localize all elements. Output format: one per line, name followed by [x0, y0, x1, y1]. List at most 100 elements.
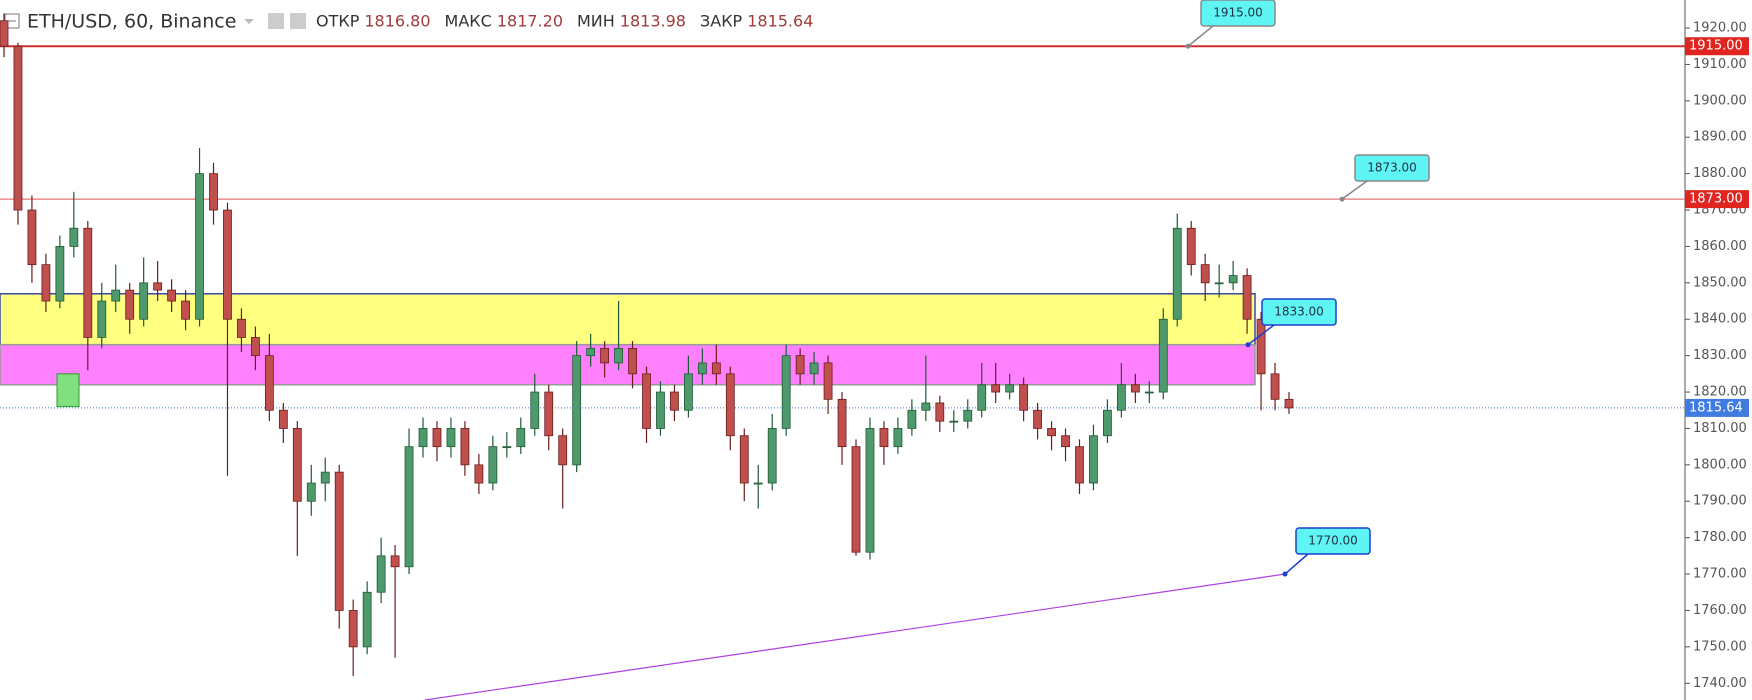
y-tick-label: 1910.00: [1693, 57, 1747, 72]
y-tick-label: 1790.00: [1693, 494, 1747, 509]
candle-body: [502, 446, 512, 449]
candle-body: [1284, 398, 1294, 409]
y-tick-label: 1810.00: [1693, 421, 1747, 436]
candle-body: [362, 591, 372, 648]
candle-body: [697, 362, 707, 375]
candle-body: [1075, 446, 1084, 484]
candle-body: [530, 391, 540, 429]
candle-body: [516, 428, 526, 448]
candle-body: [348, 610, 358, 648]
candle-body: [1186, 227, 1196, 266]
trend-callout-pointer: [1284, 553, 1309, 575]
y-tick-label: 1920.00: [1693, 21, 1747, 36]
candle-body: [739, 435, 749, 484]
candle-body: [41, 264, 51, 302]
ohlc-header: ОТКР 1816.80 МАКС 1817.20 МИН 1813.98 ЗАКР 1815…: [316, 12, 813, 31]
candle-body: [1047, 428, 1056, 437]
level-callout-pointer: [1341, 180, 1368, 200]
candle-body: [544, 391, 554, 437]
candle-body: [823, 362, 833, 400]
candle-body: [446, 428, 456, 448]
candle-body: [711, 362, 721, 375]
candle-body: [1019, 384, 1029, 411]
candle-body: [670, 391, 679, 411]
settings-icon[interactable]: [268, 13, 284, 29]
candle-body: [1103, 409, 1112, 437]
candle-body: [97, 300, 107, 338]
candle-body: [0, 20, 9, 47]
candle-body: [195, 173, 204, 320]
level-callout-box[interactable]: [1200, 0, 1276, 27]
candle-body: [642, 373, 651, 429]
y-tick-label: 1860.00: [1693, 239, 1747, 254]
candle-body: [781, 355, 791, 429]
candle-body: [209, 173, 218, 211]
candle-body: [69, 227, 79, 247]
candle-body: [320, 471, 330, 484]
candle-body: [237, 318, 246, 338]
candle-body: [837, 398, 847, 448]
candle-body: [474, 464, 484, 484]
candle-body: [558, 435, 568, 466]
dropdown-arrow[interactable]: [244, 19, 254, 24]
candle-body: [851, 446, 861, 553]
zone-callout-box[interactable]: [1261, 298, 1337, 326]
candle-body: [1242, 275, 1252, 320]
trendline: [424, 573, 1286, 700]
candle-body: [600, 347, 609, 364]
level-badge: [1685, 190, 1749, 209]
level-callout-label: 1873.00: [1367, 161, 1417, 175]
y-tick-label: 1800.00: [1693, 457, 1747, 472]
y-tick-label: 1760.00: [1693, 603, 1747, 618]
candle-body: [1116, 384, 1126, 411]
zone: [0, 343, 1256, 386]
y-tick-label: 1780.00: [1693, 530, 1747, 545]
symbol-title[interactable]: ETH/USD, 60, Binance: [27, 11, 236, 33]
y-tick-label: 1820.00: [1693, 385, 1747, 400]
y-tick-label: 1850.00: [1693, 275, 1747, 290]
gear-icon[interactable]: [290, 13, 306, 29]
y-tick-label: 1900.00: [1693, 93, 1747, 108]
candle-body: [809, 362, 819, 375]
candle-body: [865, 428, 875, 553]
candle-body: [977, 384, 987, 411]
trend-callout-box[interactable]: [1295, 527, 1371, 555]
ohlc-value: 1817.20: [497, 12, 563, 31]
y-tick-label: 1750.00: [1693, 639, 1747, 654]
ohlc-value: 1813.98: [620, 12, 686, 31]
candle-body: [1005, 384, 1015, 393]
candle-body: [167, 289, 177, 302]
level-callout-box[interactable]: [1354, 154, 1430, 182]
candle-body: [181, 300, 190, 320]
candle-body: [1158, 318, 1168, 393]
candle-body: [656, 391, 665, 429]
candle-body: [628, 347, 637, 375]
y-tick-label: 1890.00: [1693, 130, 1747, 145]
zone-callout-anchor: [1245, 342, 1251, 348]
candle-body: [1172, 227, 1182, 320]
ohlc-label: ОТКР: [316, 12, 360, 31]
y-tick-label: 1740.00: [1693, 676, 1747, 691]
level-callout-anchor: [1185, 43, 1191, 49]
candle-body: [139, 282, 149, 320]
candle-body: [991, 384, 1001, 393]
candle-body: [264, 355, 274, 411]
candle-body: [111, 289, 121, 302]
candle-body: [1270, 373, 1280, 400]
candle-body: [251, 337, 260, 357]
level-badge: [1685, 37, 1749, 56]
candle-body: [1144, 391, 1154, 394]
candle-body: [753, 482, 763, 485]
y-tick-label: 1770.00: [1693, 567, 1747, 582]
ohlc-label: ЗАКР: [700, 12, 743, 31]
candle-body: [684, 373, 693, 411]
candle-body: [55, 246, 65, 302]
candle-body: [334, 471, 344, 611]
candle-body: [893, 428, 903, 448]
candle-body: [306, 482, 316, 502]
ohlc-value: 1816.80: [364, 12, 430, 31]
candle-body: [1228, 275, 1238, 284]
candle-body: [125, 289, 135, 320]
candle-body: [795, 355, 805, 375]
